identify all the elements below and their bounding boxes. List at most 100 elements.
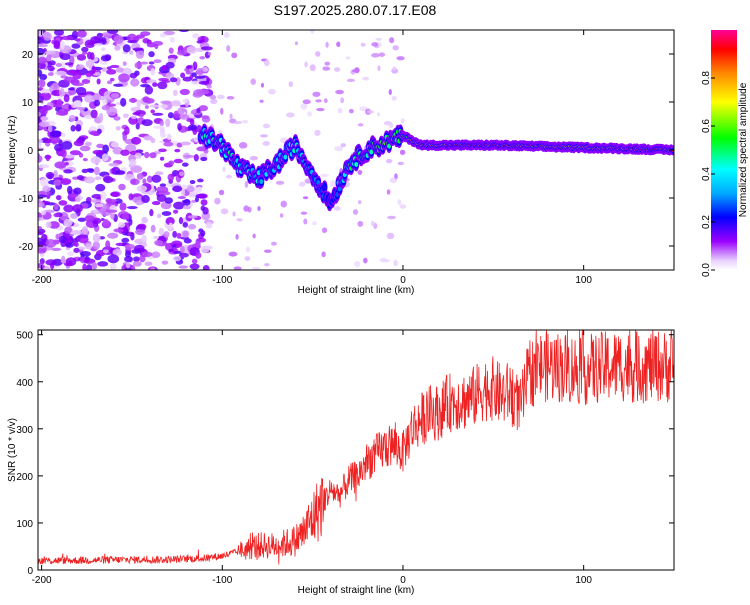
spectrogram-noise-blob	[362, 76, 370, 81]
spectrogram-noise-blob	[128, 218, 133, 226]
spectrogram-noise-blob	[371, 53, 380, 58]
spectrogram-noise-blob	[144, 85, 154, 95]
spectrogram-noise-blob	[74, 197, 81, 202]
spectrogram-noise-blob	[70, 229, 83, 235]
spectrogram-noise-blob	[286, 112, 295, 118]
spectrogram-noise-blob	[264, 249, 272, 253]
snr-x-tick-label: -200	[32, 575, 52, 586]
spectrogram-noise-blob	[45, 139, 53, 144]
spectrogram-noise-blob	[340, 143, 347, 148]
spectrogram-noise-blob	[89, 130, 99, 136]
spectrogram-noise-blob	[235, 233, 239, 240]
spectrogram-noise-blob	[38, 95, 45, 102]
spectrogram-noise-blob	[128, 193, 134, 201]
colorbar-tick-label: 0.4	[701, 167, 712, 181]
spectrogram-noise-blob	[346, 78, 355, 82]
spectrogram-noise-blob	[150, 224, 156, 233]
spectrogram-noise-blob	[63, 94, 70, 103]
spectrogram-noise-blob	[58, 200, 68, 206]
spectrogram-noise-blob	[45, 221, 52, 229]
spectrogram-noise-blob	[38, 231, 44, 236]
spectrogram-noise-blob	[367, 110, 374, 114]
spectrogram-noise-blob	[160, 100, 172, 105]
spectrogram-noise-blob	[81, 168, 89, 174]
spectrogram-noise-blob	[252, 233, 256, 239]
spectrogram-noise-blob	[288, 81, 293, 88]
spectrogram-noise-blob	[55, 194, 62, 201]
spectrogram-noise-blob	[191, 258, 198, 264]
spectrogram-noise-blob	[141, 194, 150, 204]
spectrogram-noise-blob	[178, 216, 184, 225]
spectrogram-noise-blob	[113, 35, 124, 45]
spectrogram-noise-blob	[74, 100, 82, 108]
spectrogram-noise-blob	[300, 103, 308, 110]
snr-y-tick-label: 100	[16, 519, 33, 530]
spectrogram-noise-blob	[280, 200, 288, 208]
spectrogram-noise-blob	[189, 263, 200, 270]
spectrogram-noise-blob	[315, 99, 322, 103]
spectrogram-noise-blob	[75, 86, 87, 96]
snr-y-tick-label: 400	[16, 378, 33, 389]
spectrogram-noise-blob	[168, 248, 174, 253]
spectrogram-noise-blob	[38, 47, 45, 56]
spectrogram-noise-blob	[106, 69, 117, 75]
spectrogram-noise-blob	[260, 82, 265, 88]
spectrogram-noise-blob	[389, 177, 398, 184]
spectrogram-noise-blob	[303, 218, 308, 225]
spectrogram-noise-blob	[38, 225, 43, 230]
spectrogram-y-tick-label: 0	[27, 146, 33, 157]
spectrogram-noise-blob	[177, 107, 185, 115]
spectrogram-noise-blob	[225, 174, 232, 179]
spectrogram-noise-blob	[38, 44, 49, 48]
spectrogram-noise-blob	[165, 118, 171, 128]
spectrogram-noise-blob	[129, 264, 136, 270]
spectrogram-noise-blob	[200, 245, 210, 254]
spectrogram-noise-blob	[163, 30, 175, 36]
spectrogram-noise-blob	[392, 66, 397, 71]
spectrogram-noise-blob	[84, 39, 96, 49]
spectrogram-noise-blob	[243, 205, 250, 212]
snr-y-tick-label: 500	[16, 331, 33, 342]
spectrogram-noise-blob	[59, 178, 72, 185]
spectrogram-noise-blob	[47, 72, 54, 77]
spectrogram-noise-blob	[202, 66, 209, 73]
spectrogram-noise-blob	[156, 194, 167, 203]
spectrogram-noise-blob	[48, 221, 60, 229]
spectrogram-noise-blob	[76, 106, 86, 111]
spectrogram-noise-blob	[125, 250, 132, 258]
spectrogram-noise-blob	[128, 98, 138, 103]
spectrogram-signal-core	[369, 149, 374, 155]
spectrogram-noise-blob	[38, 111, 42, 117]
spectrogram-noise-blob	[158, 148, 167, 153]
spectrogram-noise-blob	[45, 154, 50, 162]
spectrogram-noise-blob	[198, 105, 209, 112]
spectrogram-noise-blob	[56, 98, 63, 108]
spectrogram-noise-blob	[81, 79, 91, 84]
spectrogram-noise-blob	[196, 186, 202, 193]
spectrogram-noise-blob	[135, 50, 145, 59]
spectrogram-noise-blob	[377, 112, 381, 117]
spectrogram-noise-blob	[144, 261, 153, 267]
spectrogram-noise-blob	[112, 248, 123, 256]
spectrogram-noise-blob	[158, 227, 164, 236]
spectrogram-noise-blob	[236, 218, 243, 222]
spectrogram-noise-blob	[169, 36, 175, 43]
spectrogram-noise-blob	[397, 199, 402, 206]
spectrogram-noise-blob	[149, 152, 157, 159]
spectrogram-noise-blob	[81, 46, 89, 53]
spectrogram-noise-blob	[324, 61, 331, 66]
spectrogram-noise-blob	[38, 201, 45, 208]
spectrogram-noise-blob	[135, 34, 145, 39]
spectrogram-noise-blob	[53, 177, 63, 181]
snr-background	[38, 330, 674, 570]
spectrogram-noise-blob	[196, 68, 205, 76]
spectrogram-noise-blob	[59, 87, 65, 97]
spectrogram-noise-blob	[241, 120, 249, 124]
spectrogram-noise-blob	[143, 135, 153, 141]
spectrogram-noise-blob	[135, 201, 142, 206]
snr-content	[38, 330, 674, 565]
spectrogram-noise-blob	[177, 49, 187, 56]
spectrogram-noise-blob	[386, 189, 391, 195]
spectrogram-noise-blob	[53, 203, 59, 211]
spectrogram-noise-blob	[109, 64, 120, 69]
